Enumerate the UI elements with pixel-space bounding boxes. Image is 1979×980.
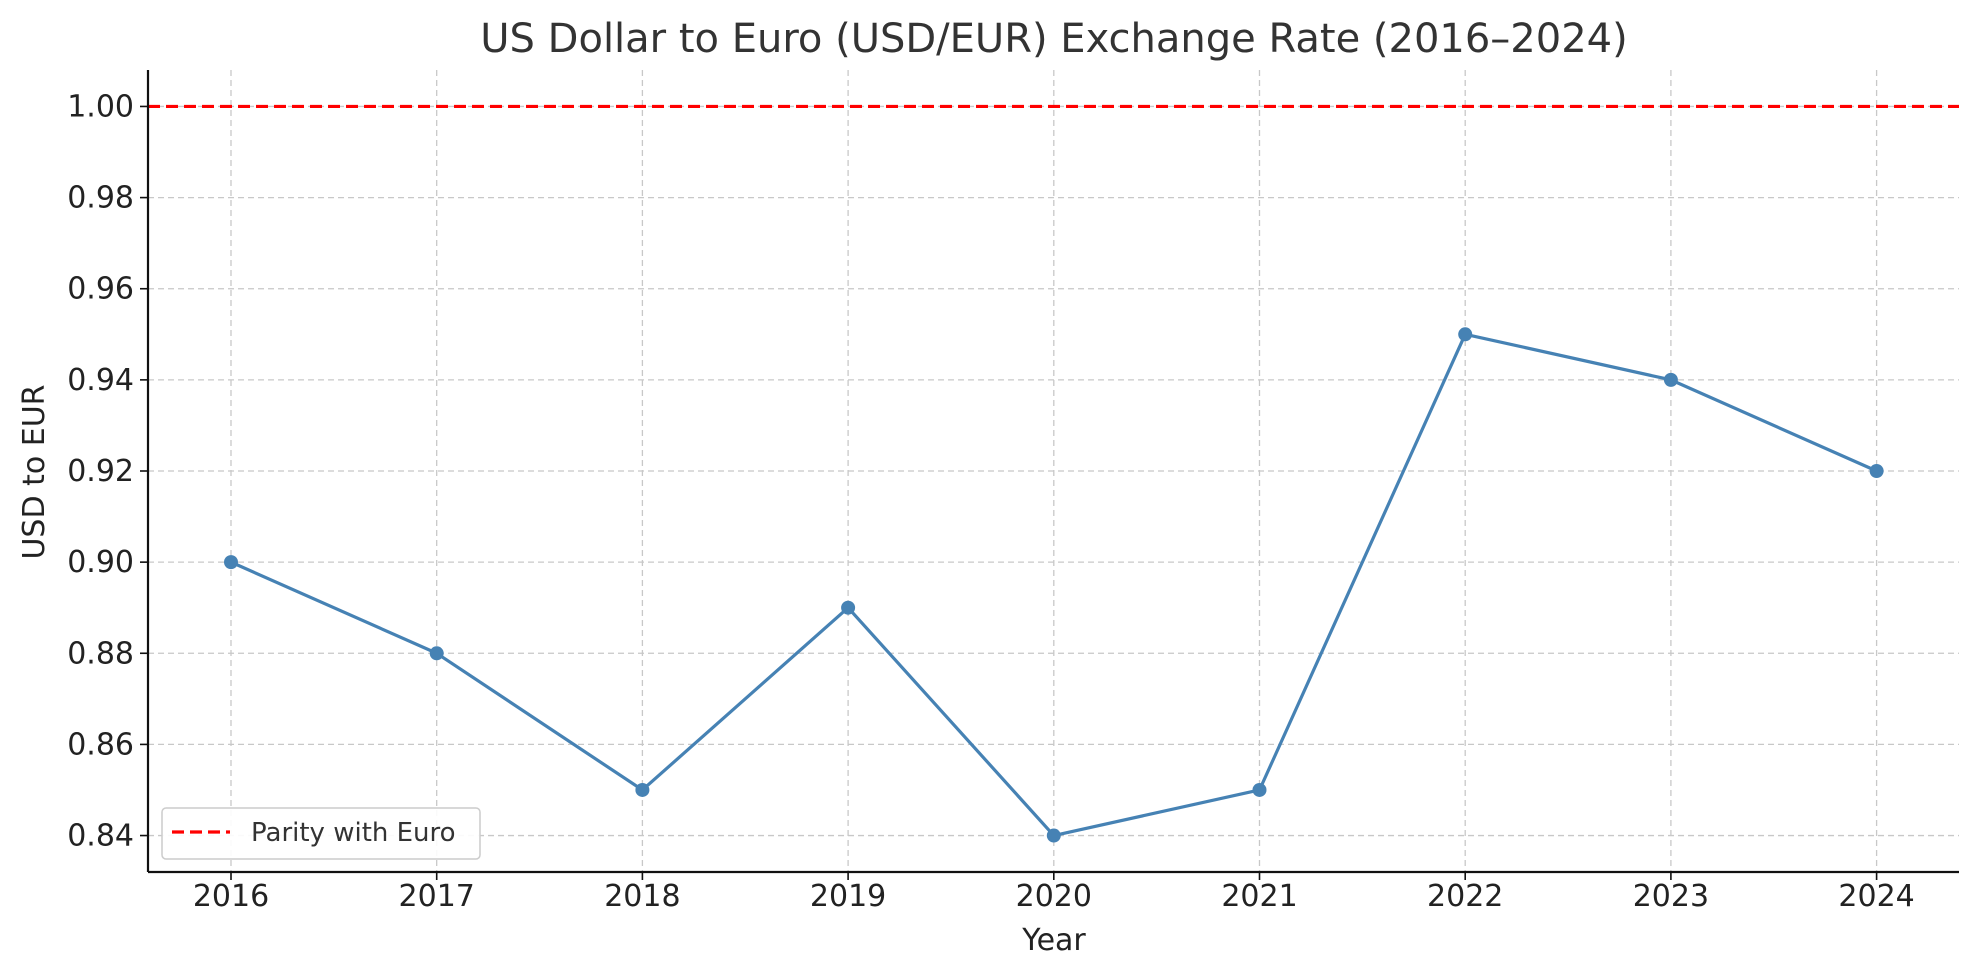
series-layer	[224, 327, 1884, 843]
y-tick-label: 0.96	[67, 272, 134, 307]
x-tick-label: 2019	[810, 879, 886, 914]
grid-layer	[148, 70, 1959, 872]
x-tick-label: 2021	[1221, 879, 1297, 914]
chart-title: US Dollar to Euro (USD/EUR) Exchange Rat…	[480, 16, 1627, 62]
x-tick-label: 2020	[1016, 879, 1092, 914]
data-point	[1046, 828, 1061, 843]
legend: Parity with Euro	[161, 807, 481, 860]
data-point	[429, 646, 444, 661]
x-tick-label: 2017	[399, 879, 475, 914]
legend-label-parity: Parity with Euro	[251, 818, 456, 848]
data-point	[224, 555, 238, 570]
data-point	[1663, 372, 1678, 387]
y-tick-label: 0.98	[67, 181, 134, 216]
data-point	[1458, 327, 1473, 342]
data-point	[635, 782, 650, 797]
y-axis-label: USD to EUR	[17, 384, 52, 559]
ticks-layer: 2016 2017 2018 2019 2020 2021 2022 2023 2024 0.84…	[67, 89, 1915, 914]
y-tick-label: 0.86	[67, 727, 134, 762]
y-tick-label: 0.84	[67, 819, 134, 854]
data-point	[1869, 464, 1884, 478]
data-point	[1252, 782, 1267, 797]
y-tick-label: 0.92	[67, 454, 134, 489]
legend-frame	[161, 807, 481, 860]
y-tick-label: 0.94	[67, 363, 134, 398]
x-axis-label: Year	[1021, 923, 1086, 958]
x-tick-label: 2018	[604, 879, 680, 914]
y-tick-label: 0.88	[67, 636, 134, 671]
y-tick-label: 0.90	[67, 545, 134, 580]
x-tick-label: 2022	[1427, 879, 1503, 914]
x-tick-label: 2024	[1838, 879, 1914, 914]
x-tick-label: 2016	[193, 879, 269, 914]
y-tick-label: 1.00	[67, 89, 134, 124]
x-tick-label: 2023	[1633, 879, 1709, 914]
data-point	[841, 600, 856, 615]
